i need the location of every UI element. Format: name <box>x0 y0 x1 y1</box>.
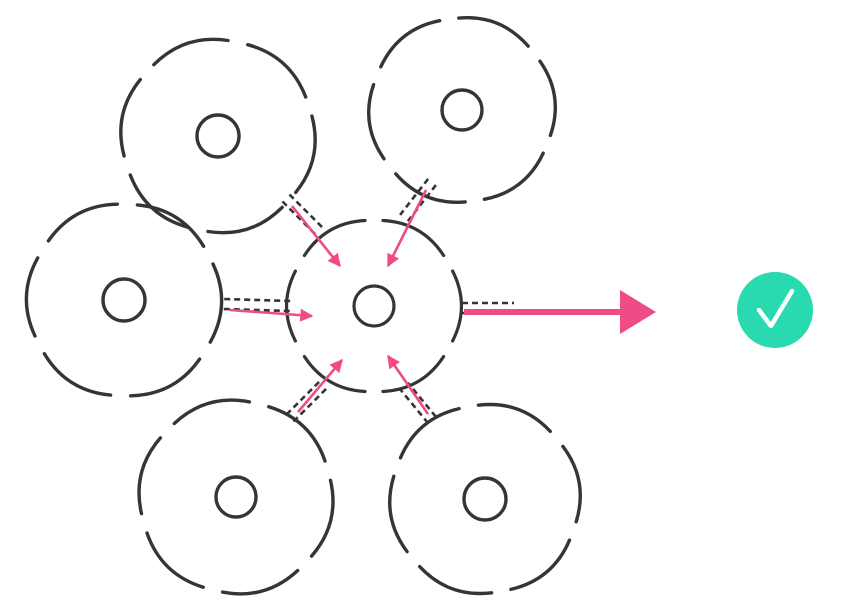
cell-membrane-segment <box>145 531 205 589</box>
cell-membrane-segment <box>42 352 113 397</box>
cells-layer <box>24 16 582 596</box>
cell-nucleus <box>352 284 396 328</box>
cell-membrane-segment <box>129 357 202 398</box>
cell-membrane-segment <box>208 262 224 344</box>
cell-membrane-segment <box>302 354 367 394</box>
cell-membrane-segment <box>561 444 582 524</box>
gap-junction-channel-line <box>406 381 437 418</box>
output-layer <box>464 290 656 334</box>
cell-membrane-segment <box>482 151 545 201</box>
gap-junction-channel-line <box>288 193 325 230</box>
cell-membrane-segment <box>367 82 386 161</box>
cell-nucleus <box>462 476 508 522</box>
gap-junction-channel-line <box>399 388 430 425</box>
output-arrow-head <box>620 290 656 334</box>
cell-membrane-segment <box>381 218 446 258</box>
junction-upper-left <box>281 193 325 237</box>
cell-membrane-segment <box>394 172 467 204</box>
cell-nucleus <box>440 88 484 132</box>
cell-membrane-segment <box>451 269 463 343</box>
signal-arrow-from-lower-right <box>386 354 430 415</box>
cell-membrane-segment <box>476 402 552 434</box>
cell-membrane-segment <box>137 436 163 516</box>
cell-left <box>24 202 224 398</box>
cell-membrane-segment <box>246 43 308 99</box>
cell-membrane-segment <box>152 37 230 67</box>
gap-junction-channel-line <box>224 297 291 303</box>
cell-membrane-segment <box>381 354 446 394</box>
cell-membrane-segment <box>398 406 461 460</box>
junctions-layer <box>223 178 514 425</box>
cell-nucleus <box>101 277 147 323</box>
cell-membrane-segment <box>379 19 442 69</box>
cell-membrane-segment <box>309 478 335 558</box>
junction-lower-left <box>285 379 329 423</box>
cell-membrane-segment <box>119 77 142 158</box>
cell-membrane-segment <box>267 405 327 463</box>
junction-upper-right <box>399 178 437 222</box>
cell-membrane-segment <box>457 16 530 48</box>
cell-membrane-segment <box>220 568 300 596</box>
cell-membrane-segment <box>206 205 284 235</box>
cell-membrane-segment <box>538 59 557 138</box>
cell-nucleus <box>195 113 241 159</box>
signal-arrow-from-left <box>229 308 314 322</box>
gap-junction-channel-line <box>406 184 437 222</box>
cell-membrane-segment <box>24 256 40 338</box>
arrows-layer <box>229 189 430 415</box>
cell-membrane-segment <box>302 218 367 258</box>
cell-upper-right <box>367 16 557 204</box>
cell-lower-right <box>388 402 582 596</box>
cell-membrane-segment <box>418 564 494 596</box>
check-icon <box>756 288 795 329</box>
cell-membrane-segment <box>172 398 252 426</box>
cell-membrane-segment <box>46 202 119 243</box>
cell-nucleus <box>214 475 258 519</box>
junction-lower-right <box>399 381 437 425</box>
signal-arrow-from-upper-left <box>290 205 342 268</box>
cell-membrane-segment <box>294 114 317 195</box>
cell-lower-left <box>137 398 335 596</box>
check-badge-circle <box>737 272 813 348</box>
cell-center <box>285 218 463 394</box>
signal-arrow-from-upper-right <box>386 189 428 268</box>
gap-junction-channel-line <box>285 379 322 416</box>
cell-membrane-segment <box>135 203 206 248</box>
cell-upper-left <box>119 37 317 235</box>
signal-arrow-from-lower-left <box>297 359 343 413</box>
gap-junction-channel-line <box>292 386 329 423</box>
cell-membrane-segment <box>509 538 572 592</box>
cell-membrane-segment <box>285 269 297 343</box>
check-badge <box>737 272 813 348</box>
gap-junction-channel-line <box>399 178 430 216</box>
cell-membrane-segment <box>388 474 409 554</box>
